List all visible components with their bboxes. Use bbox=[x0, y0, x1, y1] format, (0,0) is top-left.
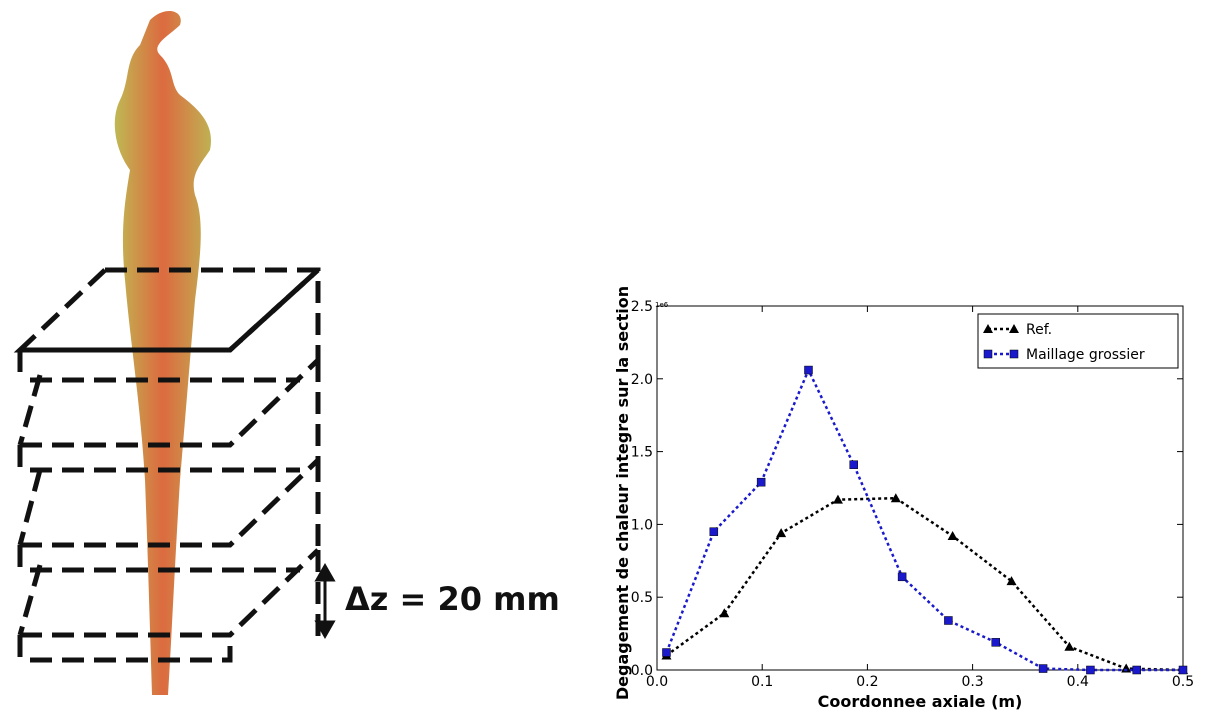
legend-label: Maillage grossier bbox=[1026, 347, 1145, 363]
legend-box bbox=[977, 313, 1179, 369]
chart: 0.0 0.1 0.2 0.3 0.4 0.5 0.0 0.5 1.0 1.5 2.0 2.5 1e6 C… bbox=[613, 286, 1194, 711]
x-tick-label: 0.1 bbox=[751, 674, 773, 690]
marker bbox=[1038, 664, 1048, 673]
marker bbox=[709, 527, 719, 536]
marker bbox=[776, 528, 787, 538]
marker bbox=[719, 608, 730, 618]
y-tick-label: 1.5 bbox=[631, 445, 653, 461]
marker bbox=[944, 616, 953, 625]
series-line bbox=[665, 496, 1184, 672]
marker bbox=[897, 572, 907, 582]
series-line bbox=[665, 367, 1183, 672]
y-offset-label: 1e6 bbox=[655, 301, 669, 309]
x-tick-label: 0.0 bbox=[646, 674, 668, 690]
plot-frame bbox=[656, 305, 1184, 671]
marker bbox=[756, 477, 766, 487]
marker bbox=[1086, 665, 1095, 675]
x-tick-label: 0.3 bbox=[961, 674, 983, 690]
annotation: Δz = 20 mm bbox=[345, 580, 560, 618]
marker bbox=[890, 493, 901, 503]
flame-illustration: Δz = 20 mm bbox=[13, 10, 560, 696]
y-tick-label: 0.5 bbox=[631, 590, 653, 606]
x-tick-label: 0.5 bbox=[1172, 674, 1194, 690]
marker bbox=[804, 365, 813, 375]
marker bbox=[849, 460, 858, 469]
marker bbox=[1009, 324, 1019, 333]
y-tick-label: 2.0 bbox=[631, 372, 653, 388]
marker bbox=[1121, 663, 1132, 673]
legend-label: Ref. bbox=[1026, 322, 1052, 338]
marker bbox=[983, 349, 993, 359]
y-axis-label: Degagement de chaleur integre sur la sec… bbox=[613, 286, 632, 700]
marker bbox=[991, 638, 1000, 647]
marker bbox=[832, 494, 843, 504]
marker bbox=[662, 648, 671, 657]
marker bbox=[1178, 665, 1188, 675]
marker bbox=[1006, 576, 1017, 586]
marker bbox=[1064, 641, 1075, 651]
y-tick-label: 0.0 bbox=[631, 663, 653, 679]
x-tick-label: 0.2 bbox=[856, 674, 878, 690]
y-tick-label: 2.5 bbox=[631, 299, 653, 315]
y-tick-label: 1.0 bbox=[631, 517, 653, 533]
marker bbox=[1132, 665, 1141, 675]
x-tick-label: 0.4 bbox=[1067, 674, 1089, 690]
marker bbox=[983, 324, 993, 333]
x-axis-label: Coordonnee axiale (m) bbox=[818, 692, 1023, 711]
marker bbox=[947, 531, 958, 541]
marker bbox=[1009, 349, 1019, 359]
